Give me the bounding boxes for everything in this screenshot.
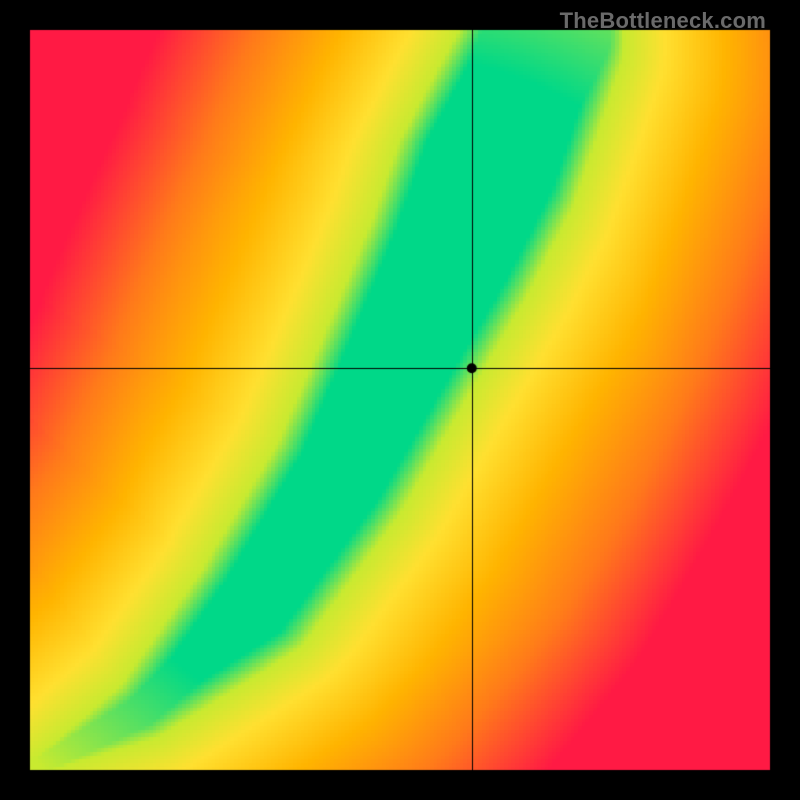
bottleneck-heatmap	[0, 0, 800, 800]
watermark-text: TheBottleneck.com	[560, 8, 766, 34]
chart-container: TheBottleneck.com	[0, 0, 800, 800]
